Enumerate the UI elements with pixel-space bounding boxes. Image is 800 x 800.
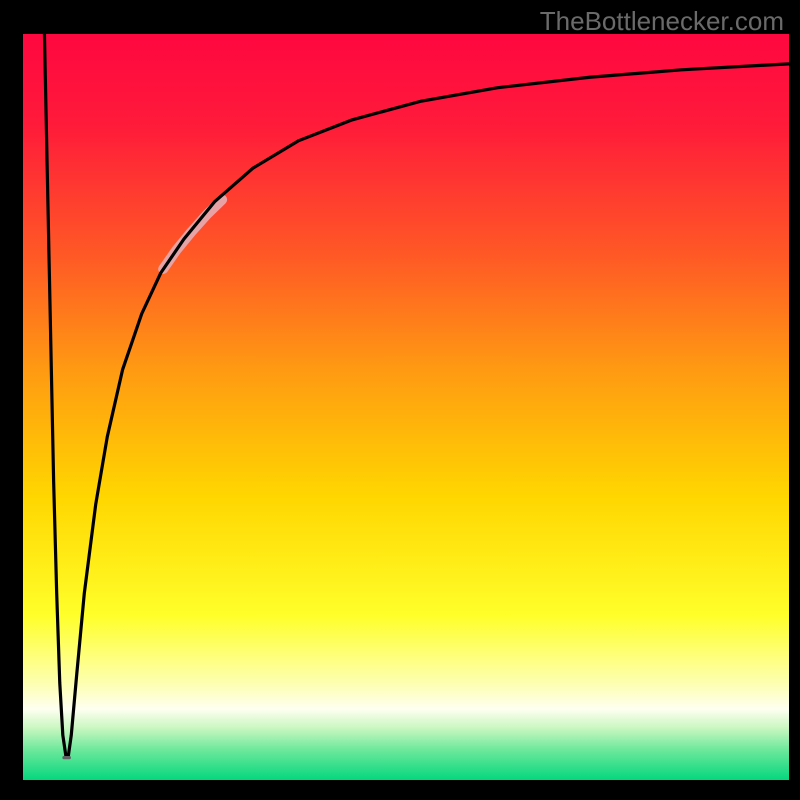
chart-outer-frame <box>0 0 800 800</box>
chart-plot-area <box>23 34 789 780</box>
watermark-text: TheBottlenecker.com <box>540 6 784 37</box>
main-curve <box>44 34 789 757</box>
chart-curves <box>23 34 789 780</box>
